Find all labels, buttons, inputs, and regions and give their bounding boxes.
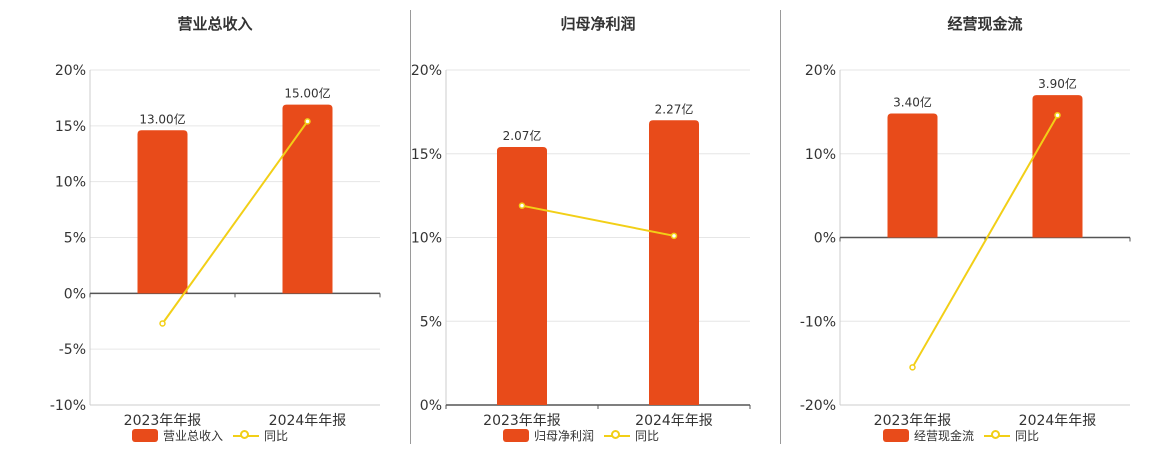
x-tick-label: 2024年年报 — [1019, 413, 1097, 429]
y-tick-label: 20% — [55, 63, 86, 79]
line-point — [1054, 111, 1061, 119]
y-tick-label: -10% — [50, 398, 86, 414]
bar-data-label: 2.07亿 — [503, 128, 542, 143]
legend-line-swatch — [984, 429, 1011, 442]
bar — [649, 120, 699, 405]
line-point — [518, 202, 526, 209]
y-tick-label: 10% — [805, 147, 836, 163]
legend-bar-swatch — [883, 429, 909, 442]
chart-panel-revenue: 营业总收入 20% 15% 10% 5% 0% -5% -10% 13.00亿 15.00亿 20… — [0, 0, 410, 450]
y-tick-label: 0% — [64, 286, 86, 302]
y-tick-label: 15% — [411, 147, 442, 163]
y-tick-label: 0% — [814, 231, 836, 247]
legend: 经营现金流 同比 — [883, 427, 1039, 444]
y-tick-label: 0% — [420, 398, 442, 414]
bar-data-label: 2.27亿 — [655, 101, 694, 116]
legend-line-label: 同比 — [264, 429, 289, 443]
bar — [282, 104, 333, 294]
series-line — [911, 114, 1059, 368]
y-tick-label: -10% — [800, 314, 836, 330]
bar-data-label: 3.40亿 — [893, 95, 932, 110]
y-tick-label: 15% — [55, 119, 86, 135]
bar-data-label: 15.00亿 — [284, 86, 330, 101]
x-tick-label: 2023年年报 — [483, 413, 561, 429]
legend-bar-label: 归母净利润 — [534, 429, 595, 443]
y-tick-label: -20% — [800, 398, 836, 414]
x-tick-label: 2024年年报 — [269, 413, 347, 429]
line-point — [670, 232, 678, 240]
chart-title: 营业总收入 — [177, 15, 253, 33]
legend-line-label: 同比 — [635, 429, 660, 443]
legend-line-swatch — [604, 429, 631, 442]
bar — [887, 113, 938, 238]
bar — [1032, 95, 1083, 238]
bar-data-label: 13.00亿 — [139, 111, 185, 126]
chart-net-profit: 20% 15% 10% 5% 0% 2.07亿 2.27亿 2023年年报 2024年年报 — [411, 63, 751, 429]
chart-title: 经营现金流 — [947, 15, 1023, 33]
legend-bar-swatch — [503, 429, 529, 442]
line-point — [159, 320, 166, 327]
y-tick-label: 5% — [420, 314, 442, 330]
legend-bar-label: 营业总收入 — [163, 429, 224, 443]
legend-line-swatch — [233, 429, 260, 442]
x-tick-label: 2023年年报 — [874, 413, 952, 429]
y-tick-label: 10% — [55, 175, 86, 191]
chart-panel-net-profit: 归母净利润 20% 15% 10% 5% 0% 2.07亿 2.27亿 2023年年报 2024… — [411, 15, 751, 444]
legend-bar-label: 经营现金流 — [914, 429, 975, 443]
panel-divider — [780, 10, 781, 444]
legend: 营业总收入 同比 — [132, 427, 288, 444]
bar — [137, 130, 188, 294]
y-tick-label: 5% — [64, 231, 86, 247]
bar — [497, 147, 547, 406]
series-line — [521, 204, 675, 237]
x-tick-label: 2023年年报 — [124, 413, 202, 429]
panel-divider — [410, 10, 411, 444]
series-line — [161, 120, 309, 325]
x-tick-label: 2024年年报 — [635, 413, 713, 429]
y-tick-label: 20% — [411, 63, 442, 79]
line-point — [304, 118, 311, 125]
line-point — [909, 364, 916, 371]
y-tick-label: 20% — [805, 63, 836, 79]
legend-bar-swatch — [132, 429, 158, 442]
legend: 归母净利润 同比 — [503, 427, 659, 444]
y-tick-label: -5% — [59, 342, 86, 358]
legend-line-label: 同比 — [1015, 429, 1040, 443]
bar-data-label: 3.90亿 — [1038, 76, 1077, 91]
y-tick-label: 10% — [411, 231, 442, 247]
chart-revenue: 20% 15% 10% 5% 0% -5% -10% 13.00亿 15.00亿 2023年年报 2… — [50, 63, 381, 429]
chart-title: 归母净利润 — [560, 15, 636, 33]
